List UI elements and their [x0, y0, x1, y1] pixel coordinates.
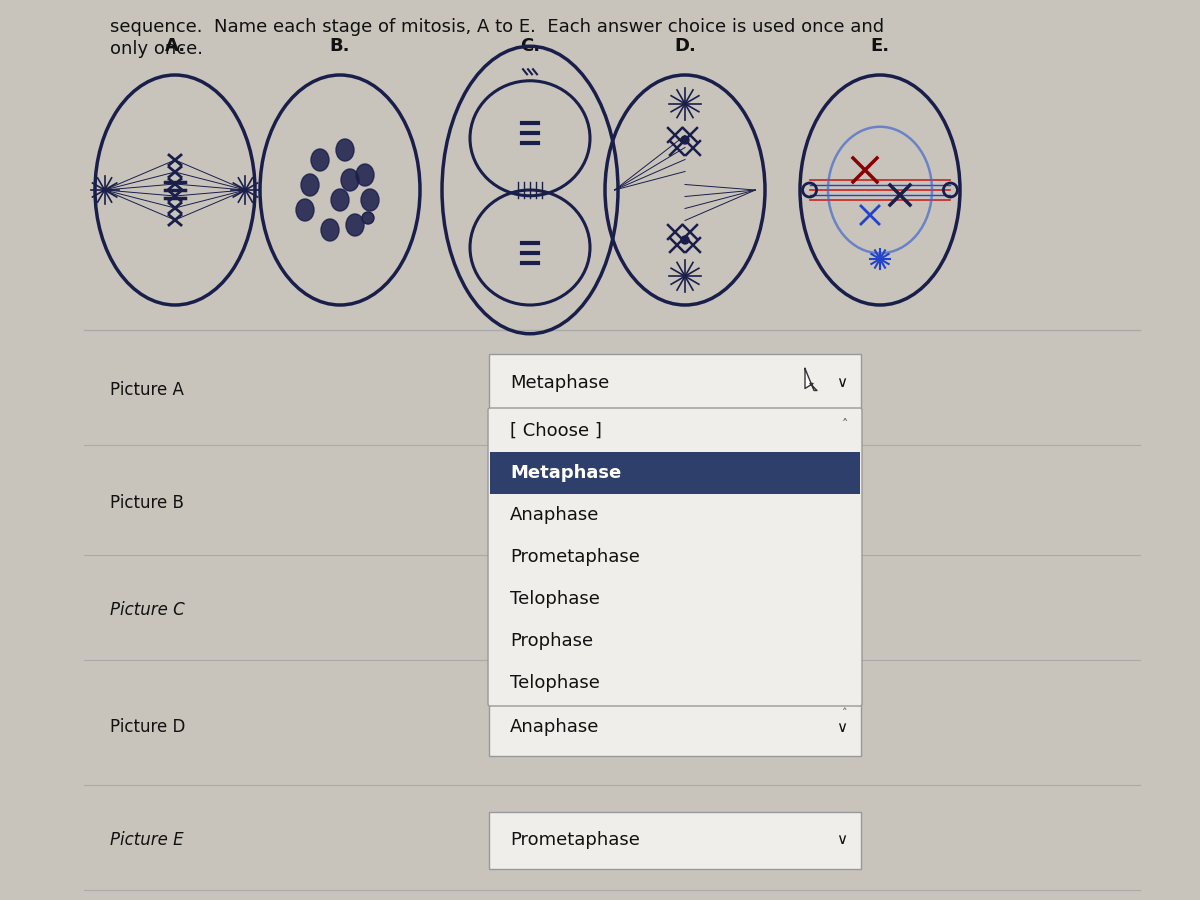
FancyBboxPatch shape: [490, 812, 862, 868]
FancyBboxPatch shape: [488, 408, 862, 706]
Text: ˄: ˄: [842, 418, 848, 431]
Text: Anaphase: Anaphase: [510, 718, 599, 736]
Text: Picture A: Picture A: [110, 381, 184, 399]
Text: ˄: ˄: [842, 708, 848, 718]
Text: Prometaphase: Prometaphase: [510, 548, 640, 566]
FancyBboxPatch shape: [490, 587, 862, 644]
Text: Telophase: Telophase: [510, 674, 600, 692]
Bar: [490, 452, 860, 494]
Text: B.: B.: [330, 37, 350, 55]
FancyBboxPatch shape: [490, 699, 862, 756]
Text: only once.: only once.: [110, 40, 203, 58]
Text: Prometaphase: Prometaphase: [510, 831, 640, 849]
Text: Telophase: Telophase: [510, 590, 600, 608]
Ellipse shape: [336, 139, 354, 161]
Text: Picture E: Picture E: [110, 831, 184, 849]
Ellipse shape: [682, 236, 689, 244]
Text: D.: D.: [674, 37, 696, 55]
Text: Metaphase: Metaphase: [510, 374, 610, 392]
Ellipse shape: [356, 164, 374, 186]
Ellipse shape: [346, 214, 364, 236]
Text: Picture D: Picture D: [110, 718, 185, 736]
Text: ∨: ∨: [836, 720, 847, 735]
Text: E.: E.: [870, 37, 889, 55]
Text: Telophase: Telophase: [510, 606, 600, 624]
Text: Prophase: Prophase: [510, 632, 593, 650]
Text: A.: A.: [164, 37, 186, 55]
Polygon shape: [805, 368, 817, 391]
Ellipse shape: [331, 189, 349, 211]
Text: Picture C: Picture C: [110, 601, 185, 619]
Text: Metaphase: Metaphase: [510, 464, 622, 482]
Ellipse shape: [311, 149, 329, 171]
Ellipse shape: [301, 174, 319, 196]
Ellipse shape: [682, 136, 689, 144]
Ellipse shape: [361, 189, 379, 211]
Text: ∨: ∨: [836, 608, 847, 623]
Ellipse shape: [362, 212, 374, 224]
Text: Picture B: Picture B: [110, 493, 184, 511]
Ellipse shape: [322, 219, 340, 241]
Ellipse shape: [296, 199, 314, 221]
Text: Anaphase: Anaphase: [510, 506, 599, 524]
Ellipse shape: [341, 169, 359, 191]
Text: C.: C.: [520, 37, 540, 55]
Text: sequence.  Name each stage of mitosis, A to E.  Each answer choice is used once : sequence. Name each stage of mitosis, A …: [110, 18, 884, 36]
Text: ∨: ∨: [836, 832, 847, 848]
Text: ∨: ∨: [836, 375, 847, 390]
FancyBboxPatch shape: [490, 354, 862, 411]
Text: [ Choose ]: [ Choose ]: [510, 422, 602, 440]
